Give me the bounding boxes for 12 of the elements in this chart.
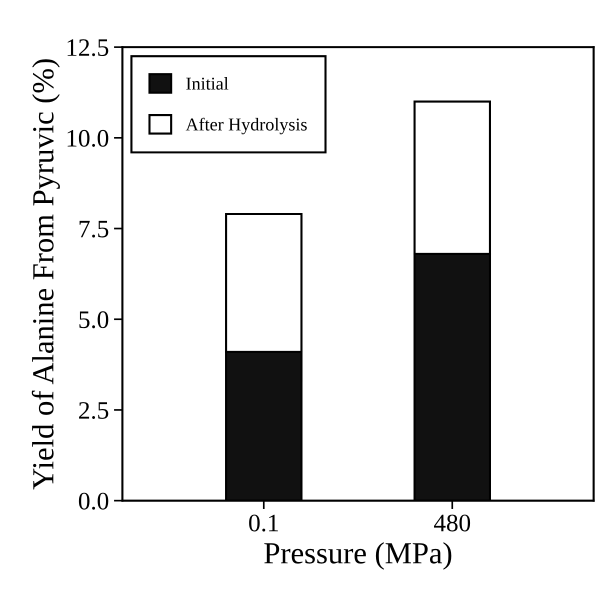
x-tick-label: 480	[434, 514, 470, 532]
y-tick-label: 12.5	[68, 39, 108, 56]
legend-label: Initial	[186, 77, 228, 90]
y-tick-label: 10.0	[68, 130, 108, 147]
y-tick-label: 7.5	[80, 220, 108, 238]
y-tick-label: 5.0	[79, 311, 108, 328]
y-tick-label: 2.5	[79, 402, 108, 419]
x-tick-label: 0.1	[249, 514, 278, 532]
y-tick-label: 0.0	[78, 492, 108, 510]
y-axis-title: Yield of Alanine From Pyruvic (%)	[32, 59, 60, 490]
legend-label: After Hydrolysis	[186, 118, 307, 134]
x-axis-title: Pressure (MPa)	[264, 542, 452, 570]
